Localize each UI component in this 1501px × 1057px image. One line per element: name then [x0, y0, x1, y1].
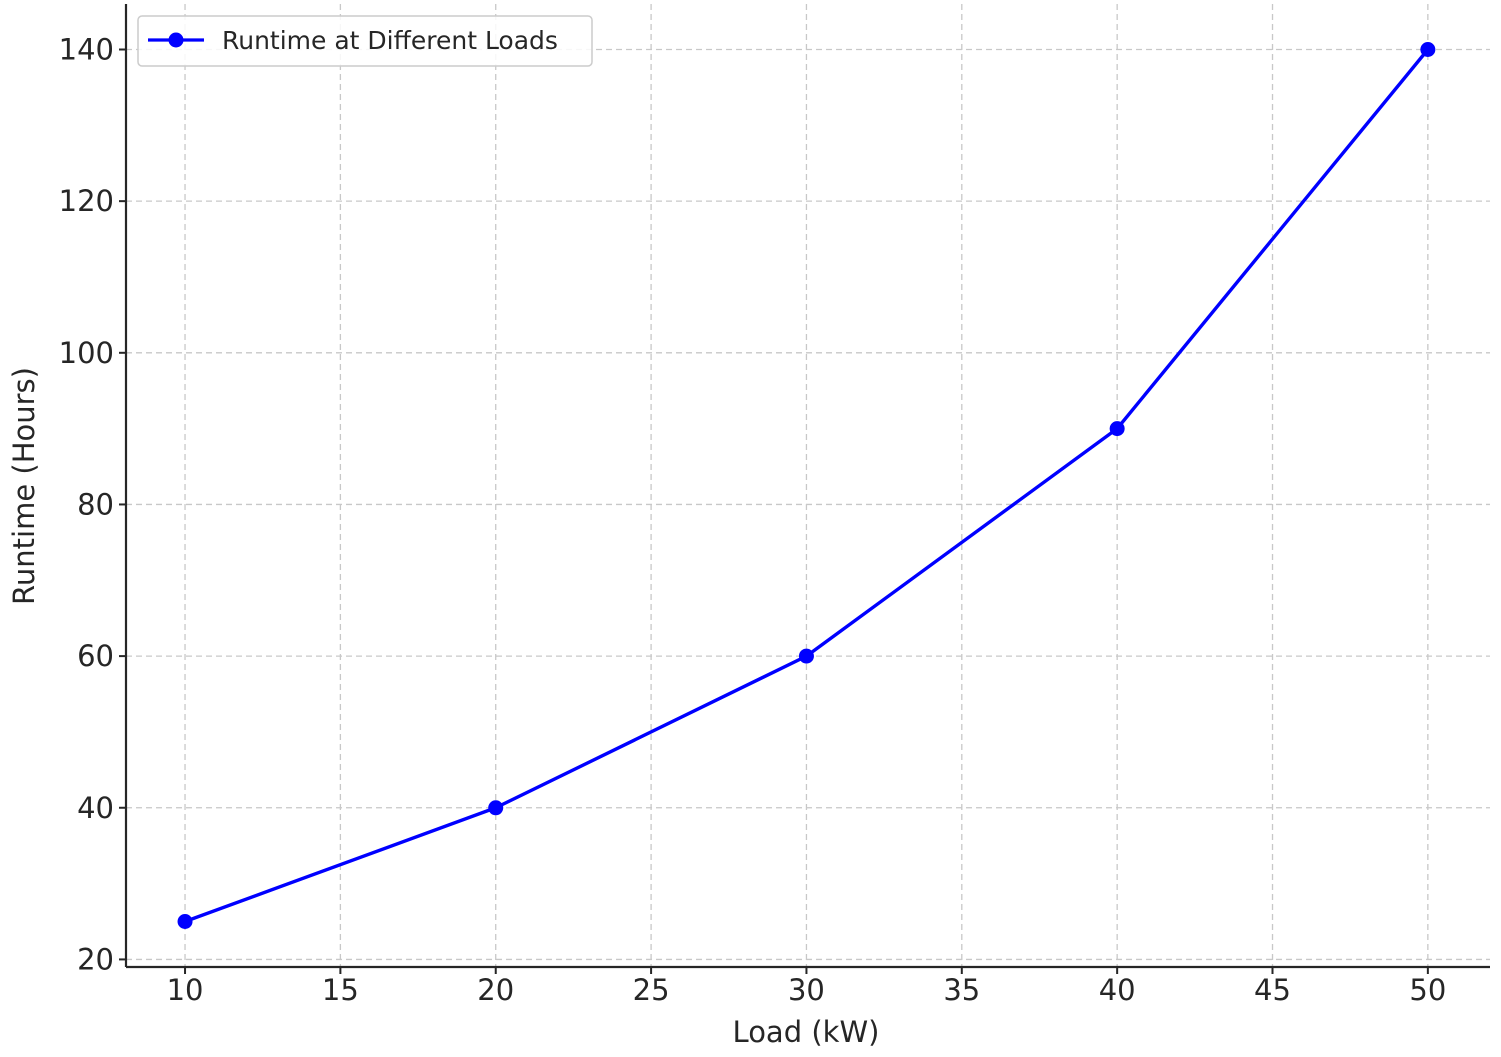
data-point-marker [488, 800, 504, 816]
axes [124, 4, 1490, 969]
y-tick-label: 140 [59, 32, 114, 66]
x-tick-label: 45 [1254, 973, 1291, 1007]
legend-entry-label: Runtime at Different Loads [222, 26, 558, 55]
x-tick-label: 10 [167, 973, 204, 1007]
y-tick-label: 120 [59, 184, 114, 218]
x-tick-label: 15 [322, 973, 359, 1007]
legend: Runtime at Different Loads [137, 15, 593, 67]
legend-box [137, 15, 593, 67]
x-tick-label: 30 [788, 973, 825, 1007]
series-layer [177, 41, 1436, 930]
x-axis-label: Load (kW) [733, 1015, 880, 1049]
data-point-marker [1420, 41, 1436, 57]
x-tick-label: 35 [943, 973, 980, 1007]
data-point-marker [177, 914, 193, 930]
x-tick-label: 40 [1099, 973, 1136, 1007]
y-tick-label: 100 [59, 336, 114, 370]
y-tick-label: 40 [77, 791, 114, 825]
grid [126, 4, 1490, 967]
x-tick-label: 20 [477, 973, 514, 1007]
y-tick-label: 80 [77, 487, 114, 521]
legend-marker-swatch [168, 32, 184, 48]
data-point-marker [1109, 421, 1125, 437]
y-tick-label: 60 [77, 639, 114, 673]
x-tick-label: 25 [633, 973, 670, 1007]
x-tick-label: 50 [1409, 973, 1446, 1007]
y-tick-label: 20 [77, 942, 114, 976]
ticks: 10 15 20 25 30 35 40 45 50 20 40 60 80 100 120 140 [59, 32, 1447, 1007]
y-axis-label: Runtime (Hours) [7, 367, 41, 605]
data-point-marker [798, 648, 814, 664]
